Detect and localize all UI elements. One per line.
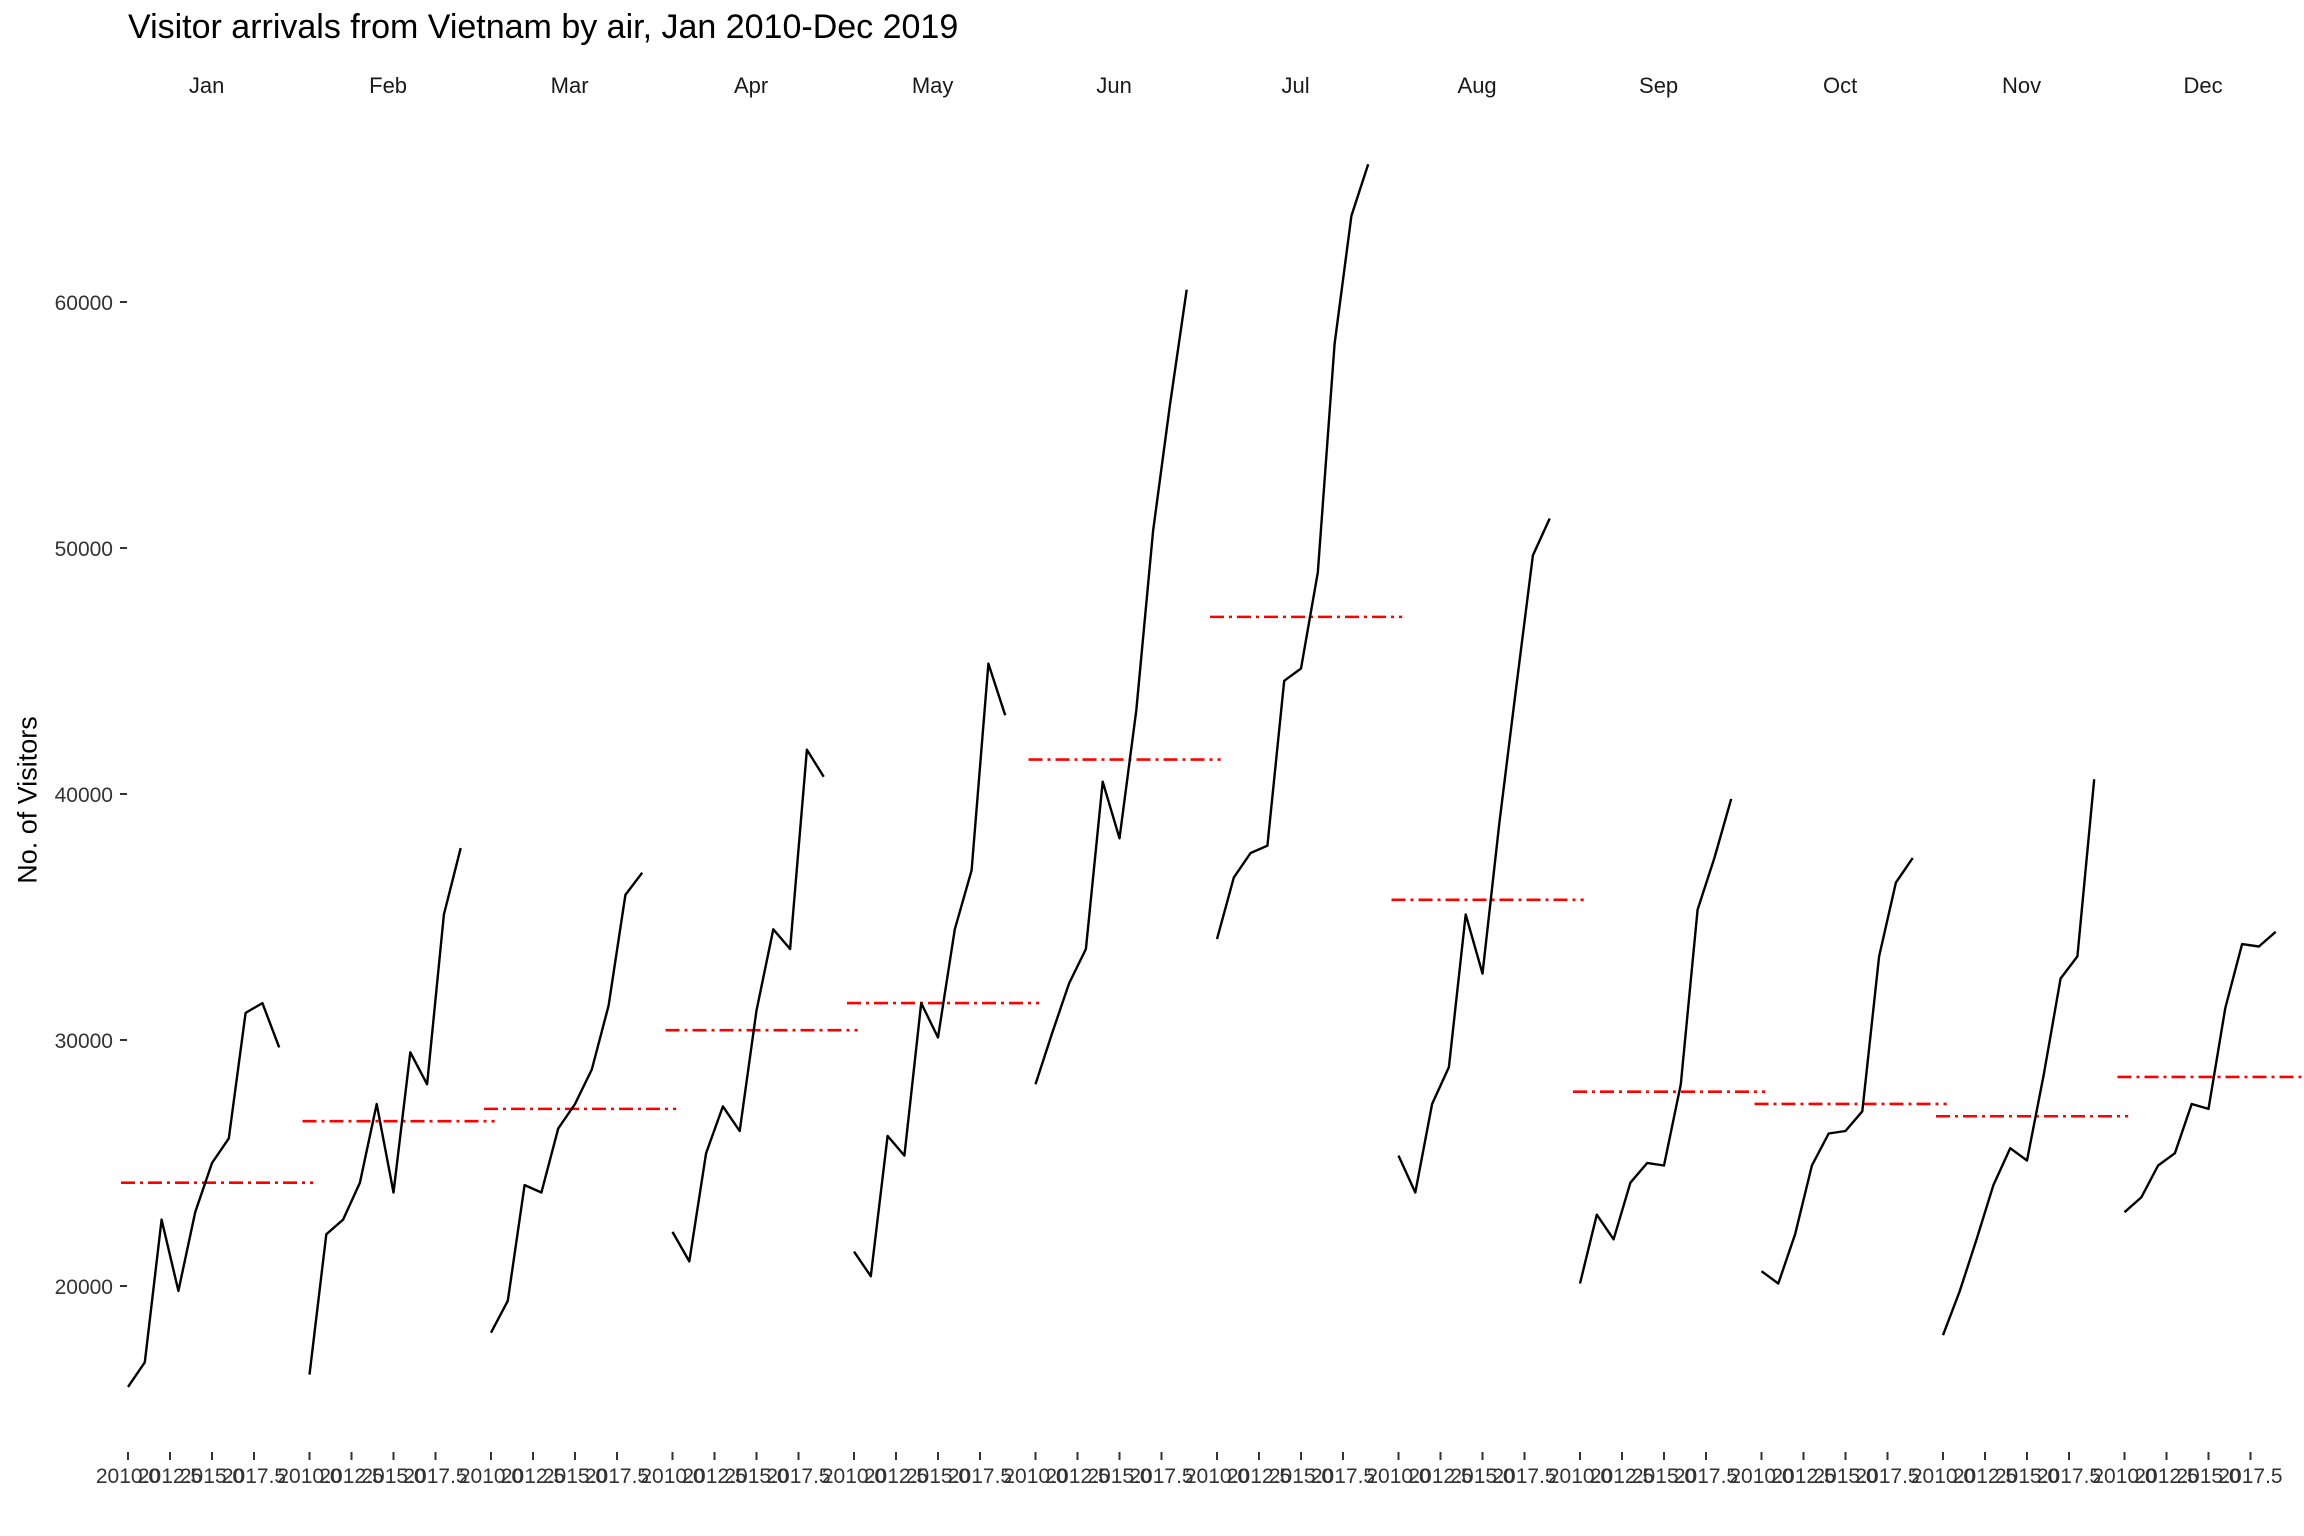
x-tick-label: 2012.5 bbox=[1045, 1465, 1109, 1488]
panel-label-sep: Sep bbox=[1639, 73, 1678, 98]
series-line-sep bbox=[1578, 798, 1733, 1284]
series-line-aug bbox=[1397, 518, 1551, 1194]
x-tick-label: 2012.5 bbox=[682, 1465, 746, 1488]
panel-label-mar: Mar bbox=[551, 73, 589, 98]
x-tick-label: 2017.5 bbox=[948, 1465, 1012, 1488]
x-tick-label: 2010.0 bbox=[640, 1465, 704, 1488]
x-tick-label: 2015.0 bbox=[1450, 1465, 1514, 1488]
x-tick-label: 2017.5 bbox=[2037, 1465, 2101, 1488]
x-tick-label: 2017.5 bbox=[1311, 1465, 1375, 1488]
x-tick-label: 2015.0 bbox=[361, 1465, 425, 1488]
x-tick-label: 2010.0 bbox=[1185, 1465, 1249, 1488]
x-tick-label: 2012.5 bbox=[501, 1465, 565, 1488]
x-tick-label: 2012.5 bbox=[1408, 1465, 1472, 1488]
x-tick-label: 2015.0 bbox=[1087, 1465, 1151, 1488]
x-tick-label: 2010.0 bbox=[277, 1465, 341, 1488]
x-tick-label: 2015.0 bbox=[1995, 1465, 2059, 1488]
x-tick-label: 2012.5 bbox=[864, 1465, 928, 1488]
x-tick-label: 2017.5 bbox=[1674, 1465, 1738, 1488]
x-tick-label: 2015.0 bbox=[1269, 1465, 1333, 1488]
x-tick-label: 2015.0 bbox=[724, 1465, 788, 1488]
y-tick-label: 60000 bbox=[55, 292, 113, 315]
series-line-feb bbox=[308, 847, 462, 1375]
x-tick-label: 2017.5 bbox=[1492, 1465, 1556, 1488]
panel-label-oct: Oct bbox=[1823, 73, 1857, 98]
x-tick-label: 2010.0 bbox=[1003, 1465, 1067, 1488]
x-tick-label: 2017.5 bbox=[222, 1465, 286, 1488]
panel-label-jul: Jul bbox=[1282, 73, 1310, 98]
x-tick-label: 2017.5 bbox=[1855, 1465, 1919, 1488]
y-tick-label: 30000 bbox=[55, 1030, 113, 1053]
x-tick-label: 2017.5 bbox=[1129, 1465, 1193, 1488]
x-tick-label: 2012.5 bbox=[1227, 1465, 1291, 1488]
x-tick-label: 2012.5 bbox=[138, 1465, 202, 1488]
x-tick-label: 2010.0 bbox=[1548, 1465, 1612, 1488]
panel-label-aug: Aug bbox=[1458, 73, 1497, 98]
x-tick-label: 2015.0 bbox=[543, 1465, 607, 1488]
x-tick-label: 2010.0 bbox=[459, 1465, 523, 1488]
x-tick-label: 2010.0 bbox=[1911, 1465, 1975, 1488]
series-line-mar bbox=[489, 871, 644, 1334]
y-tick-label: 20000 bbox=[55, 1276, 113, 1299]
x-tick-label: 2012.5 bbox=[1771, 1465, 1835, 1488]
chart-title: Visitor arrivals from Vietnam by air, Ja… bbox=[128, 8, 959, 46]
x-tick-label: 2012.5 bbox=[319, 1465, 383, 1488]
series-line-jan bbox=[127, 1001, 281, 1388]
x-tick-label: 2010.0 bbox=[1729, 1465, 1793, 1488]
series-line-dec bbox=[2123, 930, 2277, 1214]
series-line-may bbox=[853, 662, 1007, 1278]
x-tick-label: 2017.5 bbox=[766, 1465, 830, 1488]
series-line-jun bbox=[1034, 289, 1188, 1085]
x-tick-label: 2015.0 bbox=[2176, 1465, 2240, 1488]
x-tick-label: 2017.5 bbox=[585, 1465, 649, 1488]
y-tick-label: 40000 bbox=[55, 784, 113, 807]
x-tick-label: 2012.5 bbox=[2134, 1465, 2198, 1488]
series-line-jul bbox=[1215, 163, 1370, 940]
panel-label-jun: Jun bbox=[1096, 73, 1131, 98]
x-tick-label: 2010.0 bbox=[96, 1465, 160, 1488]
series-line-oct bbox=[1760, 857, 1914, 1285]
series-line-apr bbox=[671, 748, 825, 1263]
panel-label-jan: Jan bbox=[189, 73, 224, 98]
x-tick-label: 2010.0 bbox=[1366, 1465, 1430, 1488]
x-tick-label: 2012.5 bbox=[1590, 1465, 1654, 1488]
x-tick-label: 2015.0 bbox=[180, 1465, 244, 1488]
panel-label-feb: Feb bbox=[369, 73, 407, 98]
panel-label-may: May bbox=[912, 73, 954, 98]
x-tick-label: 2010.0 bbox=[2092, 1465, 2156, 1488]
x-tick-label: 2010.0 bbox=[822, 1465, 886, 1488]
x-tick-label: 2017.5 bbox=[403, 1465, 467, 1488]
x-tick-label: 2015.0 bbox=[1813, 1465, 1877, 1488]
panel-label-apr: Apr bbox=[734, 73, 768, 98]
x-tick-label: 2012.5 bbox=[1953, 1465, 2017, 1488]
x-tick-label: 2015.0 bbox=[1632, 1465, 1696, 1488]
panel-label-dec: Dec bbox=[2184, 73, 2223, 98]
x-tick-label: 2015.0 bbox=[906, 1465, 970, 1488]
y-tick-label: 50000 bbox=[55, 538, 113, 561]
series-line-nov bbox=[1941, 779, 2096, 1336]
x-tick-label: 2017.5 bbox=[2218, 1465, 2282, 1488]
panel-label-nov: Nov bbox=[2002, 73, 2041, 98]
